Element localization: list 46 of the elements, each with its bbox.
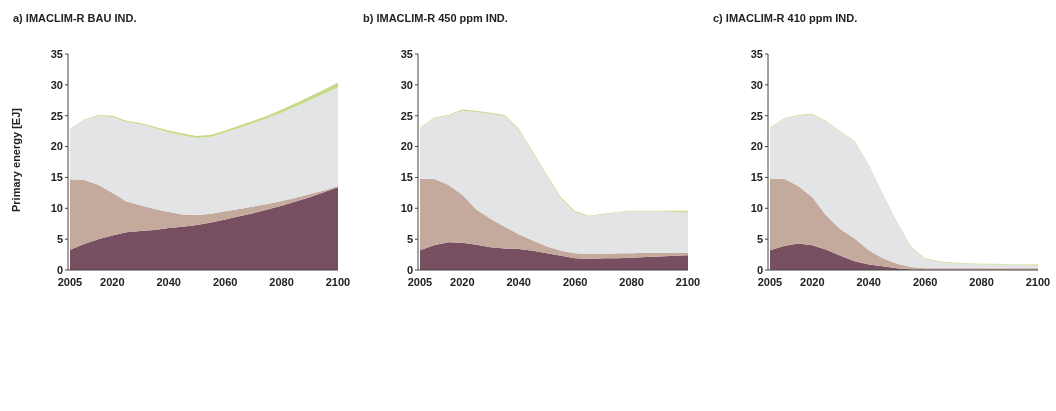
chart-title: c) IMACLIM-R 410 ppm IND. <box>712 11 859 26</box>
y-tick-label: 15 <box>400 171 413 184</box>
y-tick-label: 35 <box>50 47 63 60</box>
y-tick-label: 20 <box>400 140 413 153</box>
y-tick-label: 30 <box>50 78 63 91</box>
y-tick-label: 30 <box>400 78 413 91</box>
x-tick-label: 2040 <box>156 275 181 288</box>
x-tick-label: 2040 <box>506 275 531 288</box>
y-tick-label: 5 <box>56 233 63 246</box>
x-tick-label: 2100 <box>325 275 351 288</box>
x-tick-label: 2040 <box>856 275 881 288</box>
y-tick-label: 10 <box>400 202 413 215</box>
y-tick-label: 25 <box>50 109 63 122</box>
x-tick-label: 2060 <box>912 275 938 288</box>
y-tick-label: 5 <box>406 233 413 246</box>
y-tick-label: 25 <box>750 109 763 122</box>
chart-title: a) IMACLIM-R BAU IND. <box>12 11 138 26</box>
y-tick-label: 10 <box>50 202 63 215</box>
x-tick-label: 2100 <box>1025 275 1051 288</box>
y-tick-label: 20 <box>50 140 63 153</box>
y-tick-label: 0 <box>756 263 763 276</box>
x-tick-label: 2020 <box>100 275 125 288</box>
x-tick-label: 2080 <box>269 275 294 288</box>
x-tick-label: 2100 <box>675 275 701 288</box>
x-tick-label: 2080 <box>969 275 994 288</box>
y-tick-label: 15 <box>50 171 63 184</box>
x-tick-label: 2005 <box>407 275 433 288</box>
y-tick-label: 25 <box>400 109 413 122</box>
y-tick-label: 35 <box>400 47 413 60</box>
chart-title: b) IMACLIM-R 450 ppm IND. <box>362 11 509 26</box>
x-tick-label: 2005 <box>57 275 83 288</box>
x-tick-label: 2020 <box>800 275 825 288</box>
y-tick-label: 35 <box>750 47 763 60</box>
y-tick-label: 30 <box>750 78 763 91</box>
x-tick-label: 2005 <box>757 275 783 288</box>
y-tick-label: 20 <box>750 140 763 153</box>
y-tick-label: 15 <box>750 171 763 184</box>
y-tick-label: 5 <box>756 233 763 246</box>
y-tick-label: 0 <box>56 263 63 276</box>
y-tick-label: 0 <box>406 263 413 276</box>
x-tick-label: 2060 <box>212 275 238 288</box>
y-axis-title: Primary energy [EJ] <box>9 107 22 212</box>
x-tick-label: 2060 <box>562 275 588 288</box>
x-tick-label: 2080 <box>619 275 644 288</box>
y-tick-label: 10 <box>750 202 763 215</box>
x-tick-label: 2020 <box>450 275 475 288</box>
